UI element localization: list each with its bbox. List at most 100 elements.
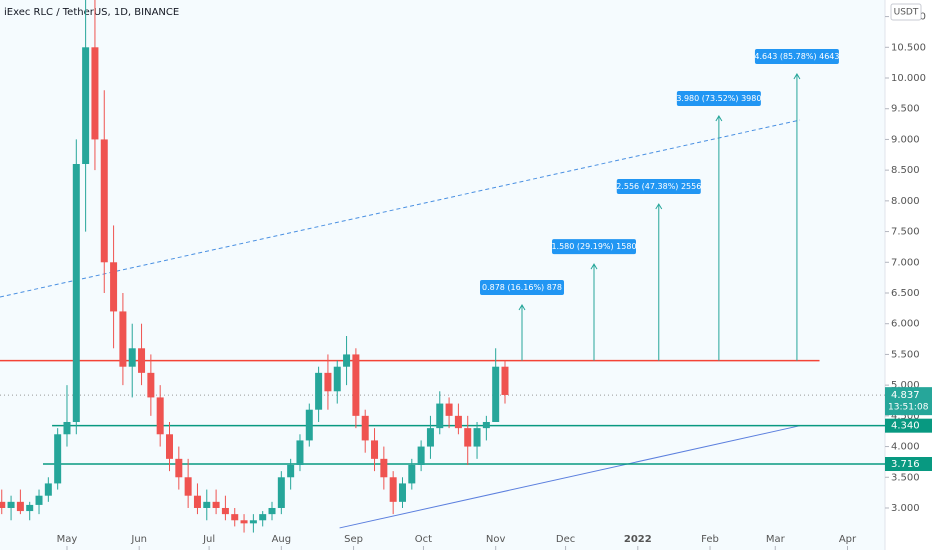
- candle-body: [398, 483, 406, 502]
- candle-body: [156, 397, 164, 435]
- last-price-tag: [885, 387, 932, 416]
- target-label: 0.878 (16.16%) 878: [480, 279, 565, 295]
- label-text: 4.643 (85.78%) 4643: [754, 52, 839, 61]
- y-tick-label: 7.500: [891, 227, 920, 238]
- candle-body: [501, 366, 509, 395]
- last-price-label: 4.837: [891, 390, 920, 401]
- y-tick-label: 8.500: [891, 165, 920, 176]
- candle-body: [203, 501, 211, 508]
- plot-background: [0, 0, 885, 550]
- candle-body: [296, 440, 304, 465]
- candle-body: [184, 477, 192, 496]
- arrow-head: [793, 73, 801, 80]
- candle-body: [100, 139, 108, 263]
- y-tick-label: 9.500: [891, 104, 920, 115]
- candle-body: [371, 440, 379, 459]
- candle-body: [408, 464, 416, 484]
- candle-body: [259, 514, 267, 521]
- candle-body: [417, 446, 425, 465]
- currency-label: USDT: [894, 8, 919, 18]
- x-tick-label: Sep: [344, 534, 363, 545]
- candle-body: [361, 415, 369, 441]
- candle-body: [212, 501, 220, 508]
- candle-body: [165, 434, 173, 459]
- arrow-head: [655, 203, 663, 210]
- price-tag-label: 3.716: [891, 459, 920, 470]
- candle-body: [343, 354, 351, 367]
- candle-body: [473, 428, 481, 447]
- target-label: 2.556 (47.38%) 2556: [616, 179, 701, 195]
- price-tag: [885, 418, 932, 433]
- candle-body: [436, 403, 444, 429]
- arrow-head: [715, 115, 723, 122]
- candle-body: [492, 366, 500, 422]
- candle-body: [240, 520, 248, 524]
- candle-body: [221, 507, 229, 515]
- x-tick-label: Oct: [415, 534, 432, 545]
- y-tick-label: 3.500: [891, 472, 920, 483]
- label-box: [551, 239, 636, 255]
- candle-body: [119, 311, 127, 367]
- y-tick-label: 10.000: [891, 73, 926, 84]
- y-tick-label: 5.500: [891, 349, 920, 360]
- y-tick-label: 4.500: [891, 411, 920, 422]
- y-tick-label: 6.000: [891, 319, 920, 330]
- candle-body: [44, 483, 52, 496]
- candle-body: [175, 458, 183, 478]
- candle-body: [110, 262, 118, 312]
- x-tick-label: Nov: [486, 534, 506, 545]
- candle-body: [380, 458, 388, 478]
- y-tick-label: 5.000: [891, 380, 920, 391]
- y-tick-label: 6.500: [891, 288, 920, 299]
- candle-body: [389, 477, 397, 502]
- candle-body: [63, 421, 71, 435]
- candle-body: [315, 372, 323, 410]
- price-tag-label: 4.340: [891, 421, 920, 432]
- trend-line: [339, 425, 801, 529]
- x-tick-label: Mar: [766, 534, 786, 545]
- y-tick-label: 8.000: [891, 196, 920, 207]
- target-label: 4.643 (85.78%) 4643: [754, 49, 839, 65]
- target-label: 3.980 (73.52%) 3980: [676, 91, 761, 107]
- candle-body: [128, 348, 136, 367]
- price-tag: [885, 457, 932, 472]
- chart-title: iExec RLC / TetherUS, 1D, BINANCE: [4, 7, 179, 18]
- candle-body: [72, 164, 80, 422]
- x-tick-label: 2022: [624, 534, 652, 545]
- candle-body: [16, 501, 24, 512]
- candle-body: [26, 504, 34, 512]
- candle-body: [352, 354, 360, 416]
- candle-body: [35, 495, 43, 505]
- label-box: [616, 179, 701, 195]
- y-tick-label: 3.000: [891, 503, 920, 514]
- candle-body: [138, 348, 146, 373]
- candle-body: [482, 421, 490, 429]
- candle-body: [445, 403, 453, 416]
- candle-body: [147, 372, 155, 398]
- candle-body: [54, 434, 62, 484]
- candle-body: [333, 366, 341, 392]
- candle-body: [287, 464, 295, 478]
- x-tick-label: Dec: [556, 534, 575, 545]
- x-tick-label: Aug: [272, 534, 292, 545]
- candle-body: [82, 47, 90, 165]
- label-text: 2.556 (47.38%) 2556: [616, 182, 701, 191]
- candle-body: [426, 428, 434, 447]
- y-tick-label: 4.000: [891, 442, 920, 453]
- x-tick-label: Apr: [839, 534, 857, 545]
- label-text: 3.980 (73.52%) 3980: [676, 94, 761, 103]
- arrow-head: [518, 304, 526, 311]
- y-tick-label: 10.500: [891, 42, 926, 53]
- candle-body: [249, 520, 257, 524]
- candle-body: [91, 47, 99, 140]
- candle-body: [305, 409, 313, 441]
- trend-line: [0, 119, 801, 298]
- candle-body: [268, 507, 276, 515]
- countdown: 13:51:08: [888, 403, 929, 413]
- candle-body: [277, 477, 285, 508]
- candle-body: [454, 415, 462, 429]
- candle-body: [324, 372, 332, 392]
- candle-body: [0, 501, 6, 508]
- x-tick-label: Jul: [202, 534, 215, 545]
